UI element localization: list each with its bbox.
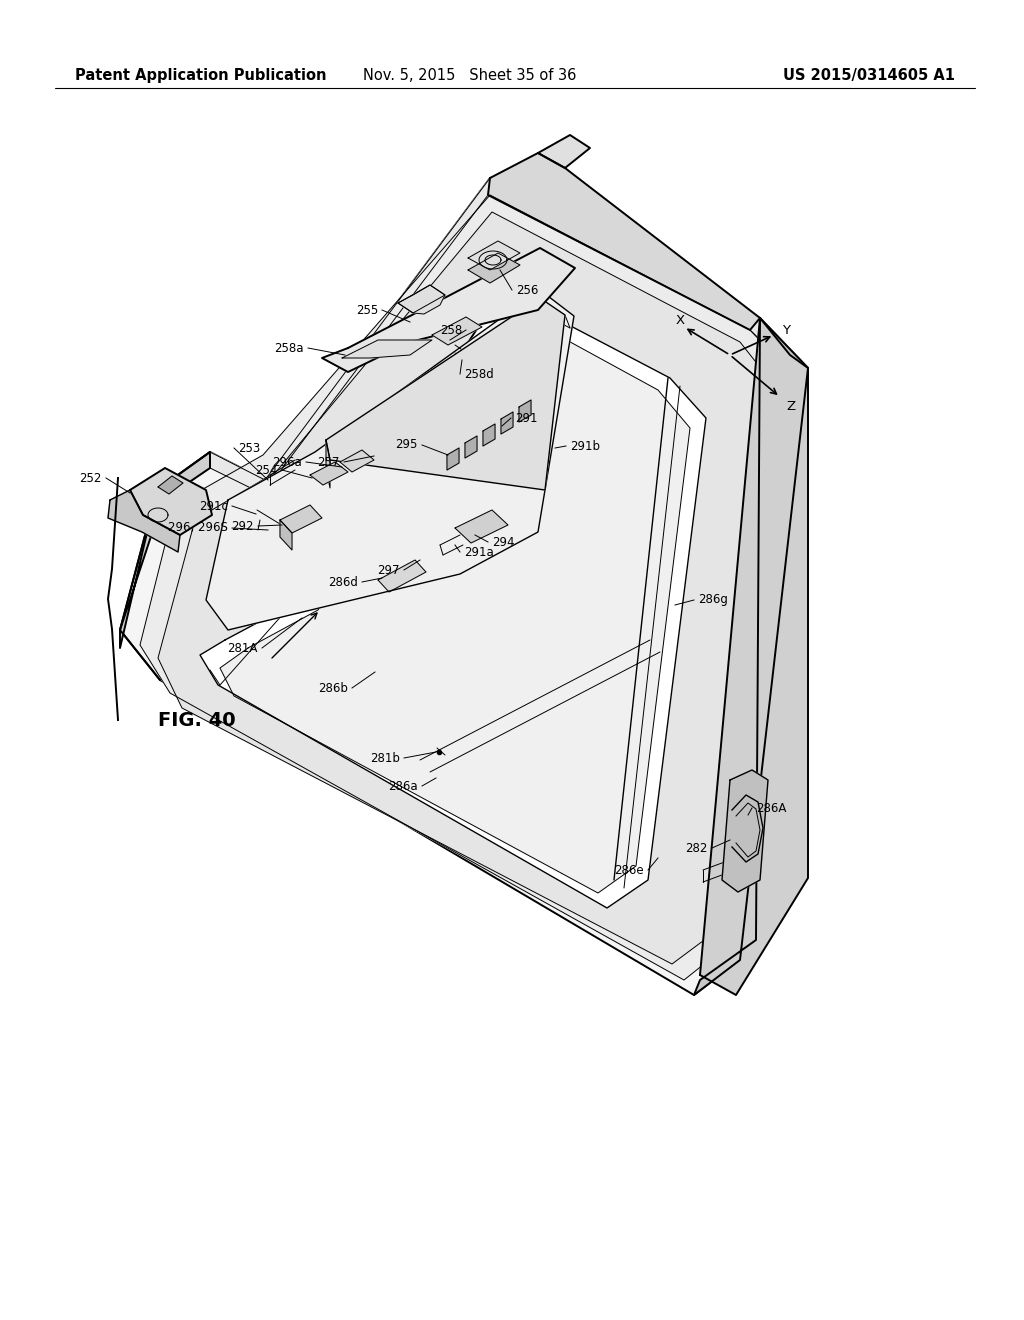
Polygon shape [326, 298, 565, 490]
Polygon shape [130, 469, 212, 535]
Polygon shape [501, 412, 513, 434]
Polygon shape [722, 770, 768, 892]
Polygon shape [158, 213, 778, 964]
Text: 281b: 281b [370, 751, 400, 764]
Polygon shape [483, 424, 495, 446]
Text: 286e: 286e [614, 863, 644, 876]
Text: 281A: 281A [227, 642, 258, 655]
Text: Y: Y [782, 325, 790, 338]
Polygon shape [280, 506, 322, 533]
Text: 257: 257 [317, 455, 340, 469]
Text: 286g: 286g [698, 594, 728, 606]
Polygon shape [322, 248, 575, 372]
Text: 294: 294 [492, 536, 514, 549]
Text: 258d: 258d [464, 367, 494, 380]
Text: 255: 255 [355, 304, 378, 317]
Polygon shape [398, 285, 445, 313]
Text: 254: 254 [256, 463, 278, 477]
Text: 291: 291 [515, 412, 538, 425]
Text: 296a: 296a [272, 455, 302, 469]
Text: 291a: 291a [464, 545, 494, 558]
Polygon shape [342, 341, 432, 358]
Text: Nov. 5, 2015   Sheet 35 of 36: Nov. 5, 2015 Sheet 35 of 36 [364, 69, 577, 83]
Polygon shape [447, 447, 459, 470]
Polygon shape [700, 318, 808, 995]
Polygon shape [398, 285, 445, 314]
Polygon shape [501, 412, 513, 434]
Polygon shape [378, 560, 426, 591]
Polygon shape [468, 242, 520, 271]
Polygon shape [108, 490, 180, 552]
Text: 297: 297 [378, 564, 400, 577]
Text: X: X [676, 314, 685, 327]
Text: FIG. 40: FIG. 40 [158, 710, 236, 730]
Polygon shape [206, 290, 574, 630]
Polygon shape [483, 424, 495, 446]
Polygon shape [310, 462, 348, 484]
Polygon shape [465, 436, 477, 458]
Text: 286A: 286A [756, 801, 786, 814]
Polygon shape [120, 451, 210, 648]
Text: 291c: 291c [199, 499, 228, 512]
Polygon shape [488, 153, 760, 330]
Text: 282: 282 [686, 842, 708, 854]
Text: 286a: 286a [388, 780, 418, 792]
Text: 292: 292 [231, 520, 254, 532]
Polygon shape [140, 195, 796, 979]
Polygon shape [465, 436, 477, 458]
Polygon shape [694, 318, 808, 995]
Polygon shape [432, 317, 482, 345]
Polygon shape [157, 178, 808, 500]
Polygon shape [280, 520, 292, 550]
Text: Patent Application Publication: Patent Application Publication [75, 69, 327, 83]
Polygon shape [200, 290, 706, 908]
Polygon shape [326, 440, 330, 488]
Polygon shape [158, 477, 183, 494]
Text: 253: 253 [238, 441, 260, 454]
Text: 296, 296S: 296, 296S [168, 521, 228, 535]
Text: US 2015/0314605 A1: US 2015/0314605 A1 [783, 69, 955, 83]
Polygon shape [468, 253, 520, 282]
Text: Z: Z [786, 400, 795, 413]
Text: 252: 252 [80, 471, 102, 484]
Polygon shape [447, 447, 459, 470]
Polygon shape [538, 135, 590, 168]
Polygon shape [120, 178, 808, 995]
Text: 256: 256 [516, 284, 539, 297]
Polygon shape [340, 450, 374, 473]
Polygon shape [519, 400, 531, 422]
Text: 295: 295 [395, 438, 418, 451]
Text: 286b: 286b [318, 681, 348, 694]
Polygon shape [455, 510, 508, 543]
Polygon shape [220, 308, 690, 894]
Text: 291b: 291b [570, 440, 600, 453]
Polygon shape [519, 400, 531, 422]
Text: 286d: 286d [328, 576, 358, 589]
Text: 258a: 258a [274, 342, 304, 355]
Text: 258: 258 [439, 323, 462, 337]
